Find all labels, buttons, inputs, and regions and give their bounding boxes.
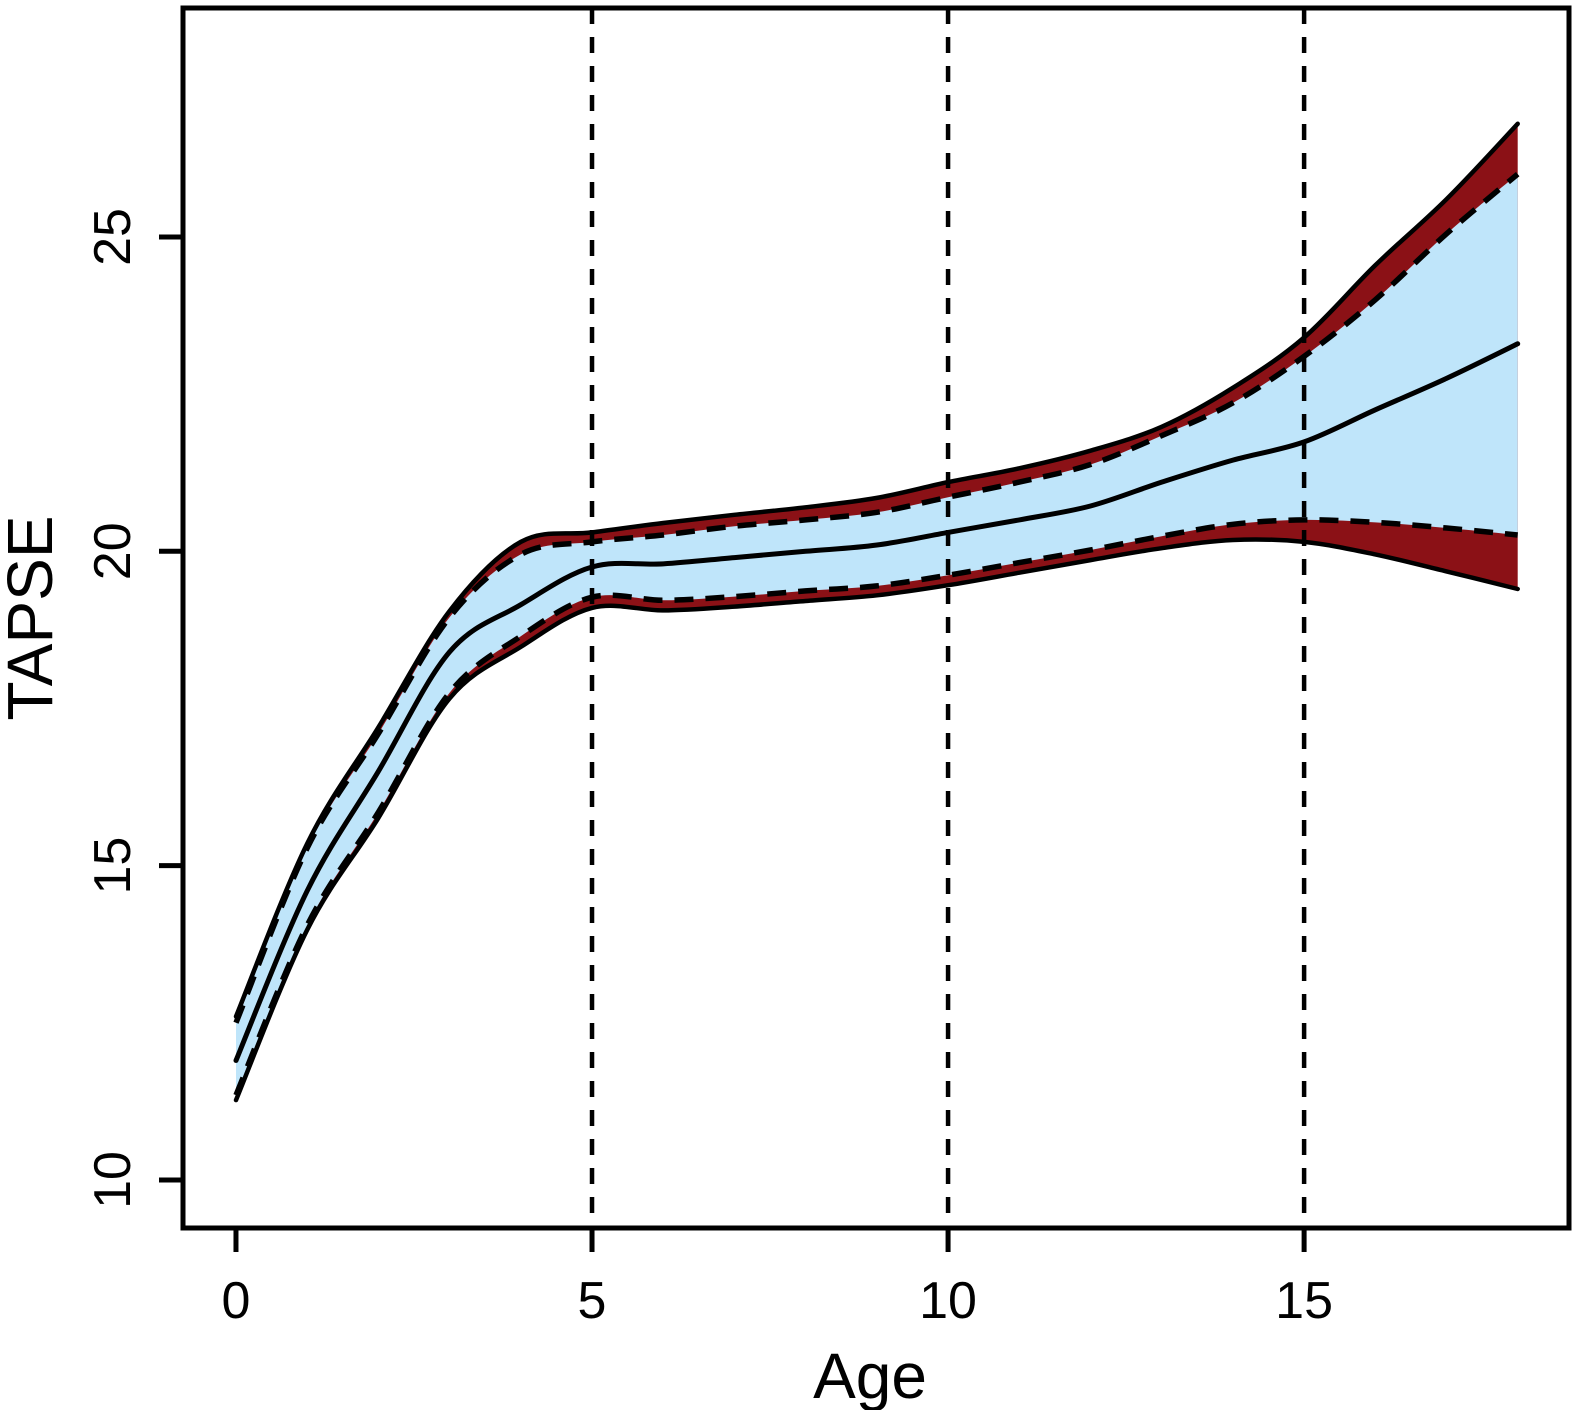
lower-outer-limit-line [233,537,1520,1103]
median-line [233,341,1521,1063]
y-tick-label-15: 15 [84,837,142,895]
x-tick-label-5: 5 [578,1272,607,1330]
inner-band [236,174,1518,1096]
x-axis-title: Age [813,1340,927,1410]
y-tick-label-25: 25 [84,208,142,266]
x-tick-label-10: 10 [919,1272,977,1330]
y-tick-label-10: 10 [84,1151,142,1209]
y-tick-label-20: 20 [84,522,142,580]
plot-border [180,5,1572,1231]
lower-inner-limit-dashed-line [233,517,1518,1097]
x-tick-label-0: 0 [222,1272,251,1330]
upper-outer-limit-line [233,121,1520,1019]
x-tick-label-15: 15 [1275,1272,1333,1330]
y-axis-title: TAPSE [0,515,66,720]
